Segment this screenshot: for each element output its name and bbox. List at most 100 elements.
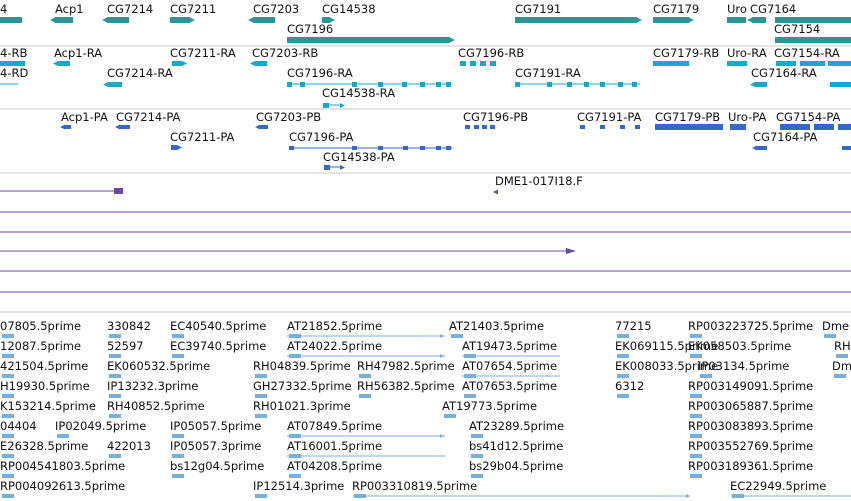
gene-label[interactable]: CG7214 (107, 2, 153, 16)
est-label[interactable]: AT07849.5prime (287, 419, 382, 433)
est-label[interactable]: EC40540.5prime (170, 319, 266, 333)
est-label[interactable]: RP003189361.5prime (688, 459, 813, 473)
clone-label[interactable]: DME1-017I18.F (495, 174, 583, 188)
est-glyph[interactable] (255, 374, 267, 378)
est-label[interactable]: K153214.5prime (0, 399, 96, 413)
exon[interactable] (420, 82, 425, 87)
est-label[interactable]: IP03134.5prime (698, 359, 789, 373)
est-glyph[interactable] (451, 334, 463, 338)
clone-end[interactable] (114, 188, 123, 194)
est-glyph[interactable] (109, 374, 121, 378)
est-label[interactable]: RP004092613.5prime (0, 479, 125, 493)
protein-label[interactable]: CG7191-PA (577, 110, 642, 124)
protein-glyph[interactable] (655, 124, 723, 130)
exon[interactable] (620, 125, 625, 129)
est-label[interactable]: RH40852.5prime (107, 399, 205, 413)
protein-label[interactable]: CG7214-PA (116, 110, 181, 124)
protein-label[interactable]: CG7196-PB (463, 110, 528, 124)
exon[interactable] (403, 146, 408, 150)
transcript-label[interactable]: CG7154-RA (774, 46, 840, 60)
protein-label[interactable]: Uro-PA (728, 110, 766, 124)
est-glyph[interactable] (2, 334, 14, 338)
est-glyph[interactable] (617, 334, 629, 338)
est-label[interactable]: IP05057.5prime (170, 419, 261, 433)
est-glyph[interactable] (617, 374, 629, 378)
est-glyph[interactable] (690, 414, 702, 418)
est-glyph[interactable] (690, 354, 702, 358)
transcript-label[interactable]: CG7191-RA (515, 66, 581, 80)
est-glyph[interactable] (255, 394, 267, 398)
exon[interactable] (460, 61, 466, 66)
protein-label[interactable]: CG7154-PA (776, 110, 841, 124)
est-glyph[interactable] (172, 354, 184, 358)
exon[interactable] (465, 125, 470, 129)
transcript-glyph[interactable] (755, 82, 767, 87)
transcript-label[interactable]: CG7164-RA (751, 66, 817, 80)
est-label[interactable]: AT23289.5prime (469, 419, 564, 433)
est-label[interactable]: bs29b04.5prime (469, 459, 563, 473)
est-glyph[interactable] (359, 374, 371, 378)
transcript-label[interactable]: 4-RD (0, 66, 28, 80)
gene-label[interactable]: CG7179 (653, 2, 699, 16)
gene-glyph[interactable] (287, 37, 450, 43)
est-glyph[interactable] (2, 394, 14, 398)
transcript-glyph[interactable] (653, 61, 689, 66)
transcript-glyph[interactable] (255, 61, 267, 66)
exon[interactable] (378, 82, 383, 87)
exon[interactable] (632, 82, 637, 87)
protein-glyph[interactable] (842, 146, 851, 150)
est-label[interactable]: AT04208.5prime (287, 459, 382, 473)
est-glyph[interactable] (255, 414, 267, 418)
protein-glyph[interactable] (120, 125, 130, 129)
est-label[interactable]: EK058503.5prime (688, 339, 791, 353)
gene-glyph[interactable] (0, 17, 22, 23)
est-label[interactable]: bs41d12.5prime (469, 439, 563, 453)
protein-label[interactable]: CG7164-PA (753, 130, 818, 144)
gene-glyph[interactable] (107, 17, 129, 23)
est-label[interactable]: RH47982.5prime (357, 359, 455, 373)
est-label[interactable]: AT07654.5prime (462, 359, 557, 373)
est-label[interactable]: AT07653.5prime (462, 379, 557, 393)
est-label[interactable]: IP05057.3prime (170, 439, 261, 453)
est-glyph[interactable] (289, 474, 301, 478)
protein-glyph[interactable] (260, 125, 268, 129)
gene-glyph[interactable] (775, 17, 851, 23)
est-label[interactable]: RP004541803.5prime (0, 459, 125, 473)
est-glyph[interactable] (109, 454, 121, 458)
est-label[interactable]: IP02049.5prime (55, 419, 146, 433)
transcript-label[interactable]: CG7179-RB (653, 46, 719, 60)
est-label[interactable]: RP003310819.5prime (352, 479, 477, 493)
clone-end[interactable] (566, 248, 576, 254)
est-label[interactable]: AT16001.5prime (287, 439, 382, 453)
transcript-glyph[interactable] (830, 82, 851, 87)
est-glyph[interactable] (2, 434, 14, 438)
gene-label[interactable]: CG7164 (750, 2, 796, 16)
est-glyph[interactable] (172, 334, 184, 338)
est-label[interactable]: 07805.5prime (0, 319, 81, 333)
est-label[interactable]: 12087.5prime (0, 339, 81, 353)
est-label[interactable]: AT19473.5prime (462, 339, 557, 353)
est-glyph[interactable] (2, 374, 14, 378)
est-glyph[interactable] (617, 354, 629, 358)
protein-glyph[interactable] (171, 145, 177, 150)
exon[interactable] (618, 82, 623, 87)
gene-glyph[interactable] (653, 17, 689, 23)
exon[interactable] (436, 146, 441, 150)
gene-glyph[interactable] (775, 37, 851, 43)
gene-glyph[interactable] (727, 17, 746, 23)
est-glyph[interactable] (834, 374, 846, 378)
protein-label[interactable]: CG14538-PA (323, 150, 395, 164)
est-glyph[interactable] (836, 354, 848, 358)
est-label[interactable]: AT21403.5prime (449, 319, 544, 333)
est-label[interactable]: EC22949.5prime (730, 479, 826, 493)
gene-glyph[interactable] (253, 17, 275, 23)
protein-label[interactable]: CG7196-PA (289, 130, 354, 144)
est-label[interactable]: EK008033.5prime (615, 359, 718, 373)
est-label[interactable]: 52597 (107, 339, 144, 353)
gene-label[interactable]: CG7191 (515, 2, 561, 16)
est-glyph[interactable] (172, 454, 184, 458)
est-label[interactable]: IP13232.3prime (107, 379, 198, 393)
est-glyph[interactable] (617, 394, 629, 398)
est-glyph[interactable] (690, 394, 702, 398)
protein-glyph[interactable] (730, 124, 746, 130)
